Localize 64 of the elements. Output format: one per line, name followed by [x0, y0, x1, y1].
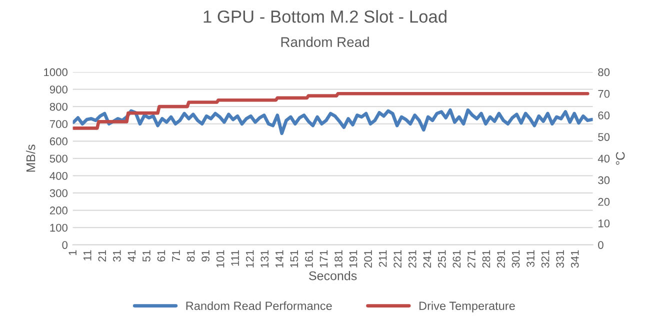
- x-tick-label: 91: [202, 250, 210, 262]
- x-tick-label: 31: [112, 250, 121, 262]
- y-tick-label: 600: [50, 137, 68, 146]
- y-tick-label: 1000: [44, 68, 68, 76]
- x-tick-label: 61: [157, 250, 166, 262]
- x-tick-label: 171: [320, 250, 328, 268]
- x-tick-label: 311: [526, 250, 534, 267]
- y2-tick-label: 40: [598, 154, 610, 163]
- x-tick-label: 11: [84, 250, 92, 260]
- x-tick-label: 301: [512, 250, 520, 268]
- x-tick-label: 221: [394, 250, 402, 268]
- legend-label: Drive Temperature: [419, 301, 515, 312]
- y-tick-label: 800: [50, 102, 68, 111]
- x-tick-label: 81: [186, 250, 195, 262]
- x-tick-label: 291: [497, 250, 505, 268]
- x-tick-label: 271: [468, 250, 476, 268]
- x-tick-label: 201: [364, 250, 372, 268]
- y2-tick-label: 80: [598, 68, 610, 76]
- y-tick-label: 300: [50, 189, 68, 198]
- x-tick-label: 141: [276, 250, 284, 268]
- y2-tick-label: 50: [598, 133, 610, 141]
- y-axis-title: MB/s: [26, 144, 36, 172]
- y-tick-label: 500: [50, 154, 68, 163]
- y2-tick-label: 0: [598, 241, 604, 249]
- chart-title: 1 GPU - Bottom M.2 Slot - Load: [204, 10, 446, 23]
- y-tick-label: 100: [50, 224, 68, 232]
- x-axis-title: Seconds: [309, 271, 357, 280]
- x-tick-label: 191: [349, 250, 358, 268]
- y2-tick-label: 70: [598, 90, 610, 98]
- x-tick-label: 251: [438, 250, 446, 268]
- y-tick-label: 0: [62, 241, 68, 249]
- y2-axis-title: °C: [616, 152, 625, 165]
- y-tick-label: 700: [50, 120, 68, 128]
- x-tick-label: 231: [408, 250, 416, 268]
- x-tick-label: 1: [68, 250, 76, 256]
- y2-tick-label: 60: [598, 112, 610, 120]
- x-tick-label: 71: [172, 250, 180, 262]
- x-tick-label: 341: [570, 250, 579, 268]
- x-tick-label: 331: [556, 250, 564, 268]
- x-tick-label: 161: [305, 250, 313, 268]
- x-tick-label: 261: [452, 250, 461, 268]
- x-tick-label: 151: [290, 250, 298, 268]
- chart-subtitle: Random Read: [281, 36, 369, 47]
- y-tick-label: 400: [50, 172, 68, 180]
- y-tick-label: 200: [50, 206, 68, 214]
- x-tick-label: 321: [541, 250, 550, 268]
- line-series: [72, 108, 593, 136]
- x-tick-label: 181: [334, 250, 342, 268]
- x-tick-label: 21: [98, 250, 106, 262]
- x-tick-label: 41: [128, 250, 136, 262]
- x-tick-label: 241: [423, 250, 431, 268]
- x-tick-label: 281: [482, 250, 490, 268]
- x-tick-label: 121: [246, 250, 254, 268]
- y2-tick-label: 20: [598, 198, 610, 206]
- x-tick-label: 51: [142, 250, 150, 262]
- y-tick-label: 900: [50, 86, 68, 94]
- x-tick-label: 111: [231, 250, 239, 266]
- x-tick-label: 211: [378, 250, 387, 267]
- y2-tick-label: 10: [598, 220, 610, 228]
- y2-tick-label: 30: [598, 176, 610, 184]
- x-tick-label: 101: [216, 250, 224, 268]
- legend-label: Random Read Performance: [186, 301, 332, 310]
- line-series: [72, 92, 590, 130]
- x-tick-label: 131: [260, 250, 269, 268]
